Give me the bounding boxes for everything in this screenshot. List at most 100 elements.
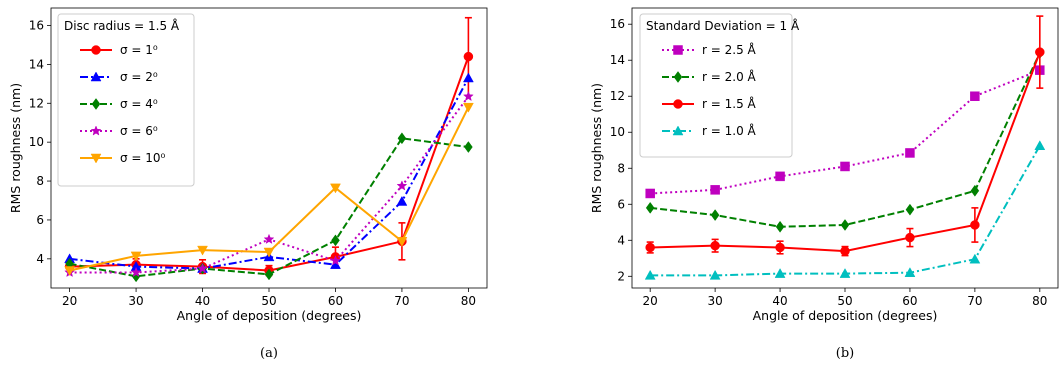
legend-marker: [673, 99, 683, 109]
data-point: [130, 251, 142, 262]
x-tick-label: 30: [128, 294, 143, 308]
data-point: [905, 203, 915, 216]
legend: Disc radius = 1.5 Å σ = 1⁰ σ = 2⁰ σ = 4⁰ σ =…: [57, 13, 195, 187]
data-point: [462, 102, 474, 113]
data-point: [775, 171, 785, 182]
series-2: [645, 47, 1045, 233]
series-5: [64, 102, 474, 277]
y-tick-label: 16: [29, 19, 44, 33]
x-axis-label: Angle of deposition (degrees): [753, 308, 938, 323]
data-point: [462, 90, 474, 102]
x-tick-label: 20: [643, 294, 658, 308]
x-tick-label: 60: [328, 294, 343, 308]
panel-caption: (a): [260, 346, 278, 361]
legend-entry: σ = 4⁰: [120, 97, 158, 111]
data-point: [840, 219, 850, 231]
x-tick-label: 70: [394, 294, 409, 308]
data-point: [263, 233, 275, 244]
data-point: [396, 180, 408, 191]
legend-entry: σ = 6⁰: [120, 124, 158, 138]
y-tick-label: 12: [610, 89, 625, 103]
data-point: [397, 132, 407, 145]
legend-entry: r = 1.0 Å: [702, 123, 757, 138]
legend-entry: r = 2.0 Å: [702, 69, 757, 84]
data-point: [710, 209, 720, 221]
data-point: [904, 267, 916, 277]
data-point: [839, 268, 851, 278]
data-point: [264, 268, 274, 281]
chart-panel-1: 20 30 40 50 60 70 80 4 6 8 10 12 14 16 Angle of deposi…: [8, 7, 488, 361]
data-point: [64, 266, 76, 277]
y-tick-label: 8: [36, 174, 44, 188]
y-tick-label: 12: [29, 96, 44, 110]
x-tick-label: 40: [195, 294, 210, 308]
legend-marker: [672, 125, 684, 136]
x-tick-label: 60: [902, 294, 917, 308]
x-tick-label: 50: [261, 294, 276, 308]
data-point: [645, 201, 655, 214]
legend-marker: [90, 71, 102, 82]
y-tick-label: 4: [36, 252, 44, 266]
legend-title: Disc radius = 1.5 Å: [64, 18, 180, 33]
data-point: [905, 232, 915, 243]
data-point: [1034, 140, 1046, 150]
data-point: [970, 220, 980, 230]
data-point: [330, 183, 341, 194]
series-3: [645, 15, 1045, 257]
chart-panel-2: 20 30 40 50 60 70 80 2 4 6 8 10 12 14 16 Angle of depos…: [589, 7, 1059, 361]
data-point: [970, 91, 980, 101]
data-point: [197, 262, 208, 274]
data-point: [709, 269, 721, 280]
y-tick-label: 4: [617, 233, 625, 247]
y-axis-label: RMS roughness (nm): [589, 83, 604, 213]
data-point: [645, 242, 655, 253]
x-tick-label: 80: [461, 294, 476, 308]
panel-caption: (b): [836, 346, 854, 361]
data-point: [197, 245, 208, 256]
data-point: [330, 255, 341, 266]
data-point: [969, 253, 981, 264]
y-tick-label: 6: [36, 213, 44, 227]
x-tick-label: 80: [1032, 294, 1047, 308]
data-point: [774, 268, 786, 278]
y-tick-label: 14: [29, 57, 44, 71]
data-point: [464, 141, 473, 153]
data-point: [775, 242, 785, 253]
legend-marker: [673, 71, 683, 83]
data-point: [263, 247, 275, 258]
x-tick-label: 50: [837, 294, 852, 308]
legend-marker: [90, 153, 102, 164]
x-tick-label: 40: [772, 294, 787, 308]
data-point: [1035, 47, 1045, 57]
x-tick-label: 30: [707, 294, 722, 308]
legend: Standard Deviation = 1 Å r = 2.5 Å r = 2.0…: [639, 13, 800, 158]
legend-entry: r = 1.5 Å: [702, 96, 757, 111]
y-tick-label: 10: [29, 135, 44, 149]
data-point: [463, 51, 474, 62]
legend-entry: r = 2.5 Å: [702, 42, 757, 57]
legend-box: [57, 13, 195, 187]
data-point: [331, 234, 340, 247]
data-point: [130, 266, 142, 278]
x-tick-label: 70: [967, 294, 982, 308]
data-point: [645, 188, 655, 199]
data-point: [644, 269, 656, 280]
legend-marker: [91, 98, 101, 110]
y-tick-label: 16: [610, 17, 625, 31]
data-point: [970, 184, 980, 197]
data-point: [710, 240, 720, 251]
series-4: [644, 140, 1046, 280]
legend-entry: σ = 10⁰: [120, 151, 166, 165]
series-4: [64, 90, 474, 278]
y-tick-label: 6: [617, 197, 625, 211]
legend-entry: σ = 2⁰: [120, 70, 158, 84]
legend-entry: σ = 1⁰: [120, 43, 158, 57]
data-point: [840, 161, 850, 172]
x-axis-label: Angle of deposition (degrees): [177, 308, 362, 323]
y-tick-label: 14: [610, 53, 625, 67]
y-tick-label: 2: [617, 269, 625, 283]
legend-title: Standard Deviation = 1 Å: [646, 18, 800, 33]
legend-marker: [90, 125, 102, 136]
